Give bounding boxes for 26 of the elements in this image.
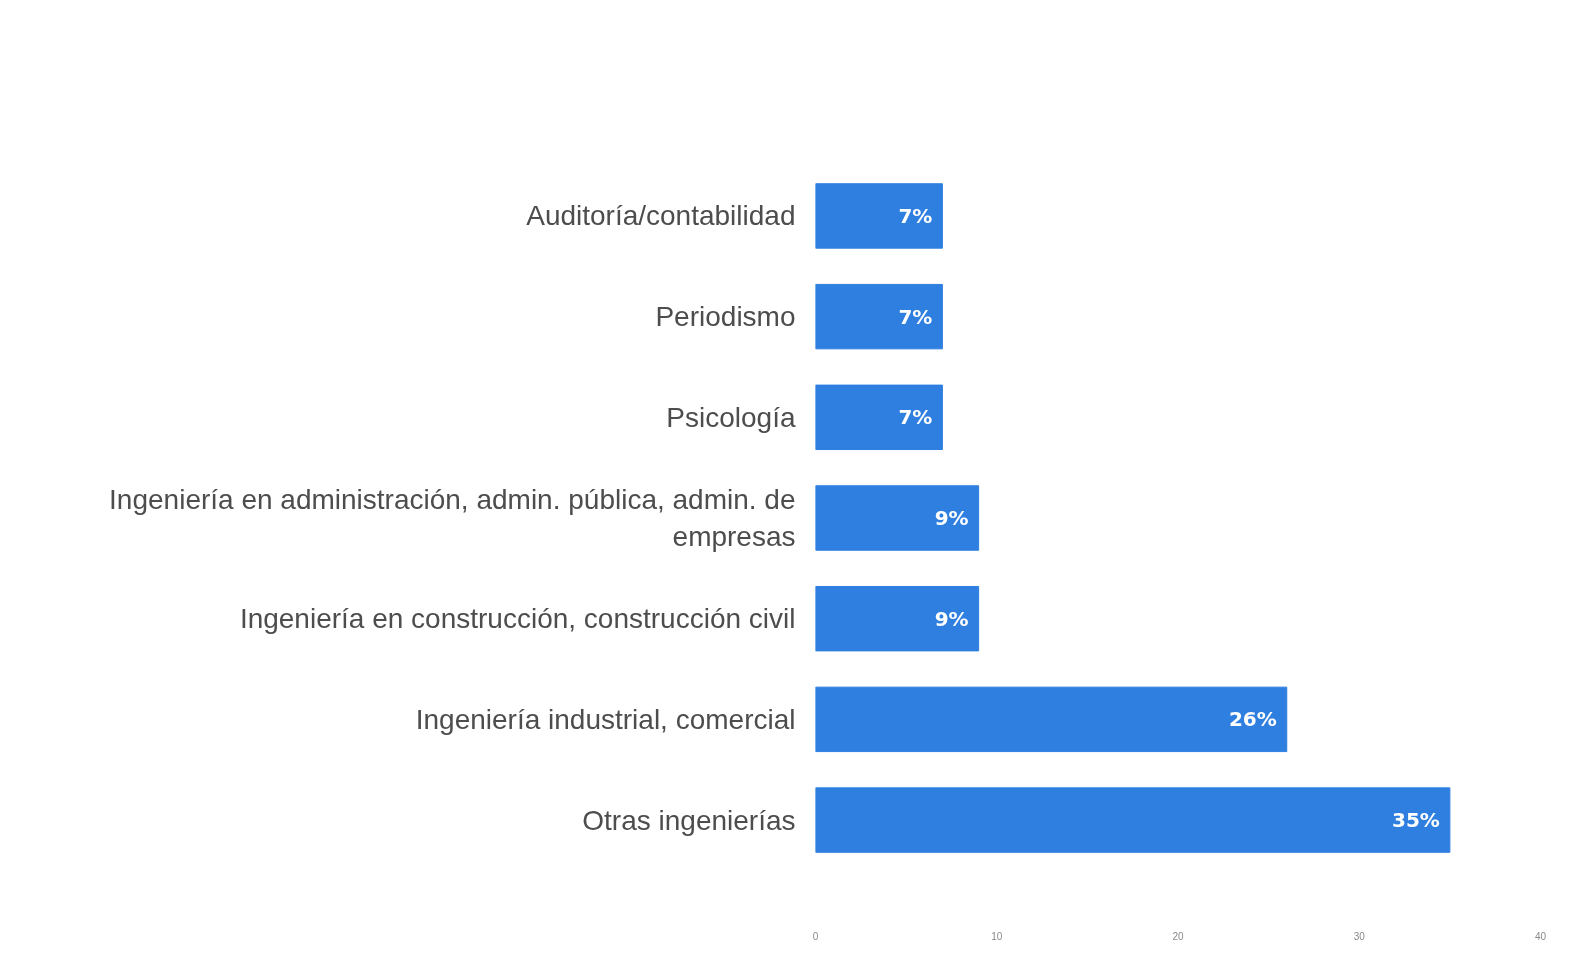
bar	[815, 686, 1288, 753]
y-tick-label: Auditoría/contabilidad	[526, 200, 796, 232]
x-tick-label: 20	[1172, 930, 1184, 942]
x-tick-label: 40	[1534, 930, 1547, 942]
bar	[815, 183, 943, 249]
data-label: 26%	[1228, 707, 1277, 732]
data-label: 7%	[898, 203, 933, 228]
data-label: 9%	[934, 606, 969, 631]
bar	[815, 485, 980, 551]
y-tick-label: Ingeniería en administración, admin. pública, admin. de empresas	[109, 483, 796, 553]
y-tick-label: Otras ingenierías	[582, 804, 796, 836]
x-tick-label: 30	[1353, 930, 1366, 942]
data-label: 35%	[1392, 808, 1440, 833]
x-tick-label: 10	[991, 930, 1003, 942]
bar	[815, 787, 1451, 853]
bar	[815, 283, 943, 350]
bar	[815, 585, 980, 652]
data-label: 9%	[934, 506, 969, 530]
data-label: 7%	[898, 304, 933, 329]
y-tick-label: Periodismo	[655, 301, 796, 333]
y-tick-label: Psicología	[666, 401, 796, 433]
y-tick-label: Ingeniería en construcción, construcción civil	[239, 603, 796, 635]
bar	[815, 384, 943, 451]
x-tick-label: 0	[812, 930, 819, 942]
y-tick-label: Ingeniería industrial, comercial	[415, 703, 796, 735]
data-label: 7%	[898, 405, 933, 430]
